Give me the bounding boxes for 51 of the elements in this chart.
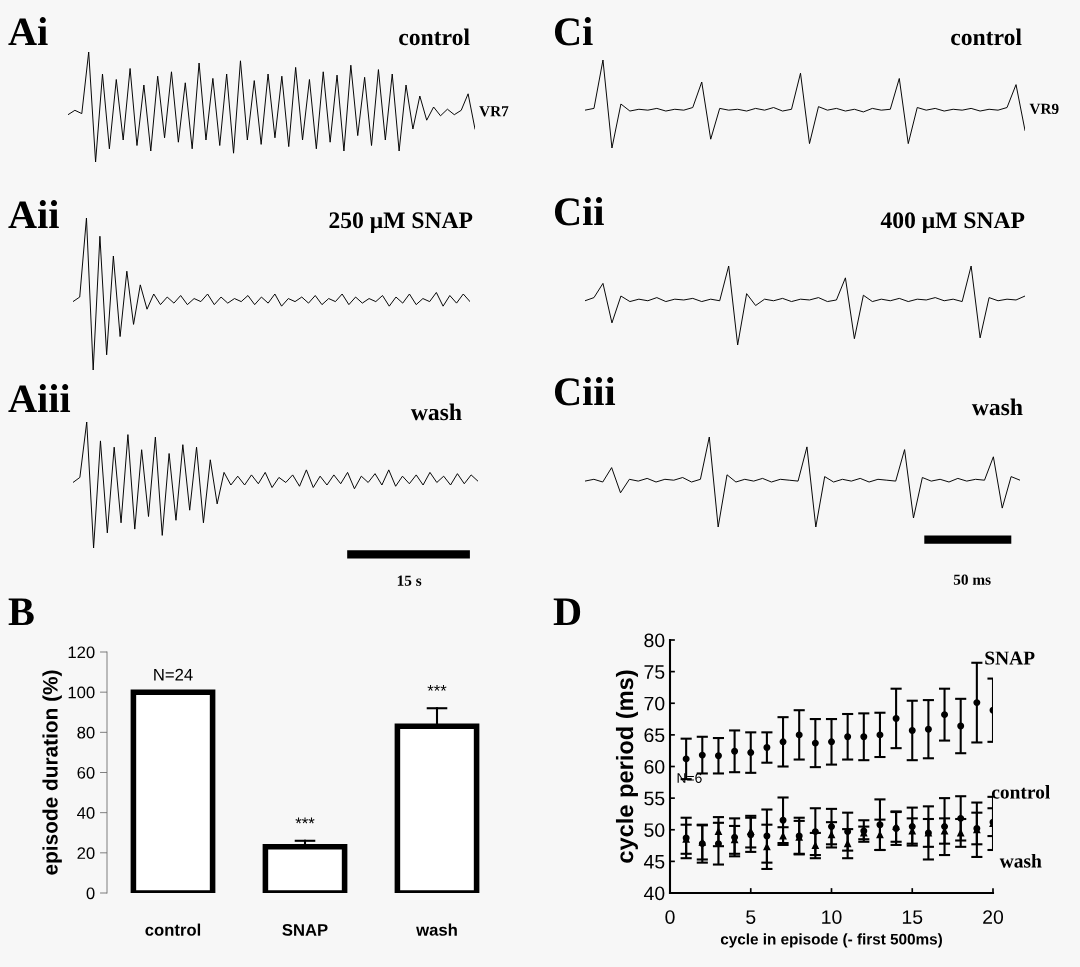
y-axis-title: cycle period (ms) (615, 670, 638, 863)
x-tick-label: SNAP (282, 924, 328, 936)
text: VR7 (479, 106, 509, 117)
x-tick-label: 20 (983, 910, 1004, 924)
x-tick-label: control (145, 923, 201, 936)
text: VR9 (1029, 103, 1059, 115)
chart-subtitle: control (399, 28, 470, 46)
x-tick-label: 5 (746, 910, 756, 924)
chart-subtitle: 400 μM SNAP (880, 212, 1025, 234)
y-tick-label: 0 (86, 887, 95, 900)
y-tick-label: 45 (643, 855, 665, 869)
chart-title: Ai (8, 17, 48, 45)
y-tick-label: 40 (643, 886, 665, 901)
y-tick-label: 55 (644, 791, 665, 806)
y-tick-label: 50 (644, 823, 665, 837)
series-label: wash (999, 853, 1042, 868)
chart-title: Aii (8, 200, 59, 228)
annotation: *** (295, 817, 315, 824)
y-tick-label: 20 (77, 847, 95, 860)
x-tick-label: wash (416, 923, 457, 936)
chart-subtitle: 250 μM SNAP (329, 212, 473, 234)
y-tick-label: 60 (77, 766, 95, 779)
chart-title: Cii (554, 197, 604, 226)
chart-subtitle: wash (971, 398, 1023, 416)
chart-title: Aiii (8, 384, 71, 412)
x-tick-label: 15 (902, 910, 923, 924)
x-tick-label: 10 (822, 910, 842, 924)
chart-title: Ci (554, 17, 593, 46)
annotation: N=24 (154, 668, 193, 681)
y-tick-label: 60 (644, 759, 665, 774)
y-tick-label: 40 (77, 807, 95, 819)
y-tick-label: 80 (77, 726, 95, 739)
y-tick-label: 80 (644, 633, 665, 648)
y-tick-label: 120 (68, 646, 95, 659)
chart-title: D (553, 598, 581, 626)
text: 15 s (397, 575, 422, 586)
x-tick-label: 0 (665, 910, 675, 924)
y-tick-label: 65 (644, 728, 665, 743)
annotation: *** (427, 684, 447, 691)
series-label: control (991, 785, 1050, 799)
chart-subtitle: wash (410, 403, 462, 421)
y-tick-label: 100 (68, 686, 95, 699)
chart-title: Ciii (554, 377, 616, 406)
y-tick-label: 75 (644, 665, 665, 679)
y-axis-title: episode duration (%) (42, 670, 62, 875)
series-label: SNAP (985, 651, 1035, 665)
chart-title: B (8, 598, 34, 626)
x-axis-title: cycle in episode (- first 500ms) (720, 933, 942, 948)
text: 50 ms (953, 574, 991, 585)
chart-subtitle: control (951, 28, 1022, 46)
y-tick-label: 70 (644, 696, 665, 711)
